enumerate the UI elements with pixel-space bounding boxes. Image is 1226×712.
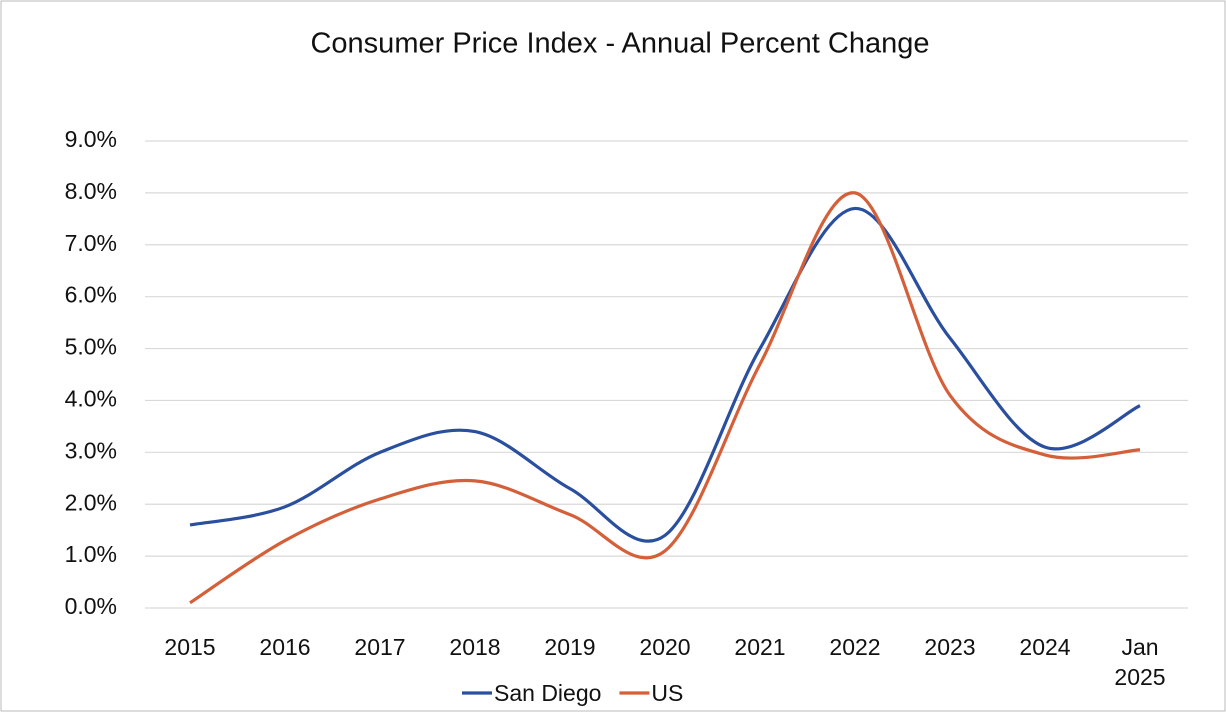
y-tick-label: 9.0%	[65, 126, 117, 152]
x-tick-label: 2023	[924, 634, 976, 660]
x-tick-label: 2015	[164, 634, 216, 660]
x-tick-label: 2022	[829, 634, 881, 660]
y-tick-label: 2.0%	[65, 489, 117, 515]
y-tick-label: 0.0%	[65, 593, 117, 619]
y-tick-label: 3.0%	[65, 437, 117, 463]
y-tick-label: 6.0%	[65, 282, 117, 308]
x-tick-label: Jan 2025	[1114, 634, 1166, 690]
chart-title: Consumer Price Index - Annual Percent Ch…	[310, 28, 929, 60]
x-tick-label: 2021	[734, 634, 786, 660]
x-tick-label: 2020	[639, 634, 691, 660]
y-tick-label: 1.0%	[65, 541, 117, 567]
y-tick-label: 7.0%	[65, 230, 117, 256]
legend-label: San Diego	[494, 680, 601, 706]
y-tick-label: 5.0%	[65, 334, 117, 360]
series-line	[189, 191, 1141, 605]
x-tick-label: 2017	[354, 634, 406, 660]
x-tick-label: 2024	[1019, 634, 1071, 660]
series-line	[189, 206, 1141, 543]
x-tick-label: 2016	[259, 634, 311, 660]
y-tick-label: 4.0%	[65, 386, 117, 412]
legend-label: US	[651, 680, 683, 706]
x-tick-label: 2018	[449, 634, 501, 660]
y-tick-label: 8.0%	[65, 178, 117, 204]
x-tick-label: 2019	[544, 634, 596, 660]
